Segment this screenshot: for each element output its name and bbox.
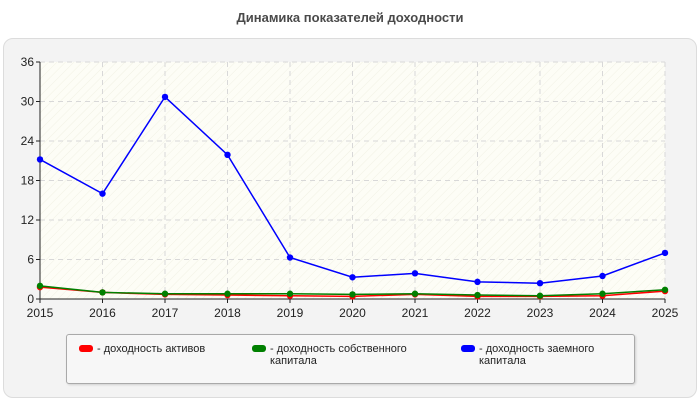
data-point-equity xyxy=(599,290,606,297)
data-point-debt xyxy=(224,151,231,159)
data-point-debt xyxy=(349,274,356,281)
data-point-equity xyxy=(286,290,294,297)
x-tick-label: 2019 xyxy=(277,306,304,320)
data-point-equity xyxy=(36,282,44,290)
y-tick-label: 30 xyxy=(21,95,35,109)
legend-swatch-assets xyxy=(79,345,93,352)
y-tick-label: 0 xyxy=(27,292,34,306)
chart-title: Динамика показателей доходности xyxy=(236,10,464,25)
data-point-equity xyxy=(411,290,419,297)
x-tick-label: 2020 xyxy=(339,306,366,320)
y-tick-label: 12 xyxy=(21,213,35,227)
y-tick-label: 18 xyxy=(21,174,35,188)
data-point-equity xyxy=(661,286,669,293)
y-tick-label: 24 xyxy=(21,134,35,148)
data-point-debt xyxy=(661,249,669,257)
data-point-equity xyxy=(224,290,231,297)
data-point-debt xyxy=(36,156,44,163)
legend-label-assets: - доходность активов xyxy=(97,343,206,355)
data-point-equity xyxy=(161,290,169,297)
data-point-debt xyxy=(411,270,419,277)
x-tick-label: 2015 xyxy=(27,306,54,320)
y-tick-label: 6 xyxy=(27,253,34,267)
data-point-debt xyxy=(286,254,294,261)
y-tick-label: 36 xyxy=(21,55,35,69)
legend-swatch-equity xyxy=(252,345,266,352)
x-tick-label: 2023 xyxy=(527,306,554,320)
x-tick-label: 2018 xyxy=(214,306,241,320)
legend-label-equity: - доходность собственного капитала xyxy=(270,343,407,367)
x-tick-label: 2022 xyxy=(464,306,491,320)
data-point-debt xyxy=(99,190,106,197)
data-point-debt xyxy=(161,93,169,101)
data-point-equity xyxy=(349,291,356,298)
data-point-debt xyxy=(536,280,544,287)
data-point-equity xyxy=(536,292,544,299)
legend-label-debt: - доходность заемного капитала xyxy=(479,343,595,367)
x-tick-label: 2024 xyxy=(589,306,616,320)
data-point-equity xyxy=(99,289,106,296)
chart-legend: - доходность активов - доходность собств… xyxy=(66,334,635,384)
x-tick-label: 2025 xyxy=(652,306,679,320)
data-point-debt xyxy=(599,272,606,280)
legend-swatch-debt xyxy=(461,345,475,352)
x-tick-label: 2016 xyxy=(89,306,116,320)
x-tick-label: 2021 xyxy=(402,306,429,320)
data-point-equity xyxy=(474,291,481,299)
data-point-debt xyxy=(474,278,481,286)
x-tick-label: 2017 xyxy=(152,306,179,320)
